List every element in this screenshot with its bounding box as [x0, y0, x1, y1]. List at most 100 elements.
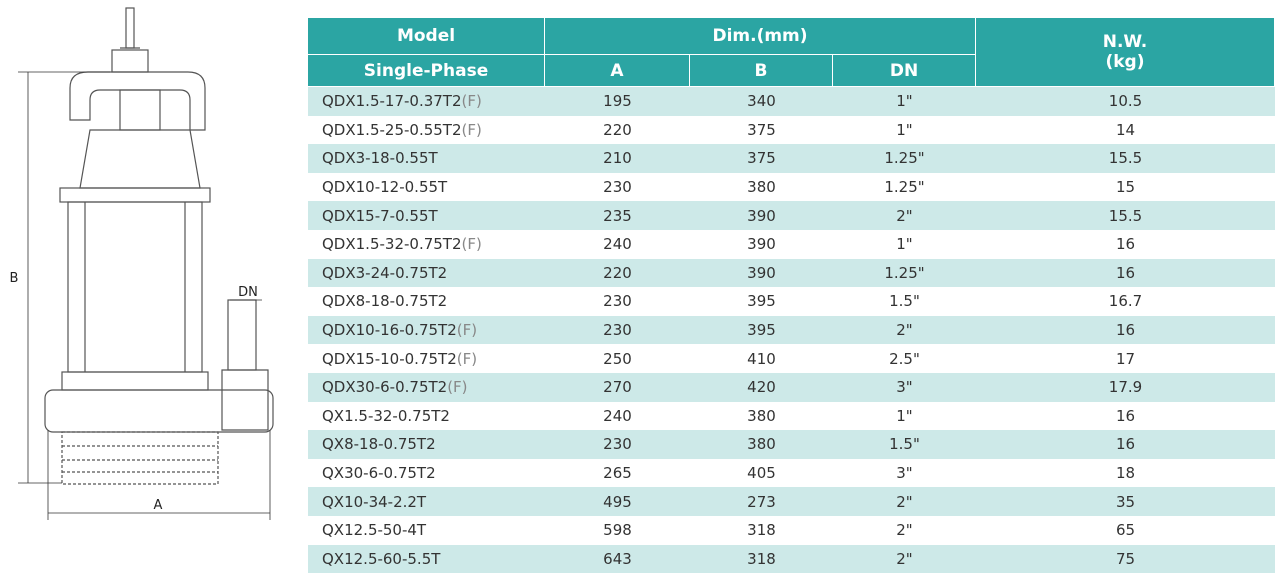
text: 15.5 — [1108, 206, 1143, 225]
b-cell: 390 — [690, 258, 833, 288]
dn-cell: 2.5" — [833, 344, 976, 373]
text: 17 — [1115, 349, 1136, 368]
nw-cell: 15 — [976, 172, 1275, 202]
model-cell: QX8-18-0.75T2 — [308, 430, 545, 459]
text: 16 — [1115, 406, 1136, 425]
text: QDX10-16-0.75T2 — [322, 321, 457, 340]
a-cell: 230 — [545, 172, 690, 202]
text: 1.25" — [884, 178, 925, 197]
text: 65 — [1115, 521, 1136, 540]
dn-cell: 2" — [833, 544, 976, 574]
text: A — [610, 60, 624, 81]
b-cell: 380 — [690, 430, 833, 459]
text: 240 — [603, 235, 632, 254]
text: 1.5" — [889, 435, 920, 454]
header-phase: Single-Phase — [308, 55, 545, 87]
text: 35 — [1115, 492, 1136, 511]
text: 220 — [603, 120, 632, 139]
b-cell: 340 — [690, 87, 833, 116]
text: (F) — [461, 235, 482, 254]
b-cell: 395 — [690, 287, 833, 316]
text: QDX1.5-25-0.55T2 — [322, 120, 462, 139]
a-cell: 598 — [545, 516, 690, 545]
model-cell: QX12.5-50-4T — [308, 516, 545, 545]
dn-cell: 1" — [833, 115, 976, 145]
text: 16 — [1115, 263, 1136, 282]
model-cell: QDX10-16-0.75T2 (F) — [308, 315, 545, 345]
text: 270 — [603, 378, 632, 397]
pump-diagram: B A DN — [10, 7, 274, 520]
text: 265 — [603, 464, 632, 483]
dn-cell: 1" — [833, 401, 976, 431]
a-cell: 250 — [545, 344, 690, 373]
a-cell: 235 — [545, 201, 690, 230]
text: 230 — [603, 292, 632, 311]
header-b: B — [690, 55, 833, 87]
text: 410 — [747, 349, 776, 368]
b-cell: 390 — [690, 230, 833, 259]
model-cell: QDX30-6-0.75T2 (F) — [308, 373, 545, 402]
text: 2" — [896, 206, 913, 225]
text: 2" — [896, 549, 913, 568]
text: 380 — [747, 406, 776, 425]
model-cell: QDX1.5-17-0.37T2 (F) — [308, 87, 545, 116]
text: 643 — [603, 549, 632, 568]
text: QDX30-6-0.75T2 — [322, 378, 448, 397]
text: 2.5" — [889, 349, 920, 368]
text: 14 — [1115, 120, 1136, 139]
nw-cell: 17.9 — [976, 373, 1275, 402]
nw-cell: 16 — [976, 315, 1275, 345]
header-a: A — [545, 55, 690, 87]
text: 18 — [1115, 464, 1136, 483]
text: 1" — [896, 120, 913, 139]
nw-cell: 15.5 — [976, 144, 1275, 173]
text: 395 — [747, 292, 776, 311]
a-cell: 240 — [545, 230, 690, 259]
flange — [59, 187, 211, 203]
label-a: A — [154, 498, 163, 513]
text: 3" — [896, 464, 913, 483]
text: 318 — [747, 521, 776, 540]
model-cell: QDX3-24-0.75T2 — [308, 258, 545, 288]
text: Dim.(mm) — [712, 26, 808, 46]
model-cell: QDX3-18-0.55T — [308, 144, 545, 173]
cable-gland — [111, 49, 149, 73]
text: QX12.5-50-4T — [322, 521, 427, 540]
cable — [125, 7, 135, 49]
text: 250 — [603, 349, 632, 368]
text: Model — [396, 26, 456, 46]
text: QDX1.5-17-0.37T2 — [322, 92, 462, 111]
text: 395 — [747, 321, 776, 340]
text: 2" — [896, 321, 913, 340]
dn-cell: 3" — [833, 458, 976, 488]
a-cell: 643 — [545, 544, 690, 574]
nw-cell: 16.7 — [976, 287, 1275, 316]
a-cell: 230 — [545, 315, 690, 345]
top-cap — [119, 89, 161, 131]
model-cell: QDX8-18-0.75T2 — [308, 287, 545, 316]
text: QDX15-7-0.55T — [322, 206, 438, 225]
text: 340 — [747, 92, 776, 111]
nw-cell: 16 — [976, 230, 1275, 259]
b-cell: 390 — [690, 201, 833, 230]
header-nw: N.W. (kg) — [976, 18, 1275, 87]
text: QDX1.5-32-0.75T2 — [322, 235, 462, 254]
text: 1" — [896, 235, 913, 254]
text: N.W. — [1102, 32, 1148, 52]
text: QX10-34-2.2T — [322, 492, 427, 511]
header-model: Model — [308, 18, 545, 55]
model-cell: QDX1.5-25-0.55T2 (F) — [308, 115, 545, 145]
text: 1.25" — [884, 149, 925, 168]
text: 390 — [747, 206, 776, 225]
text: 240 — [603, 406, 632, 425]
text: (F) — [447, 378, 468, 397]
text: 195 — [603, 92, 632, 111]
text: 3" — [896, 378, 913, 397]
text: (F) — [461, 120, 482, 139]
nw-cell: 65 — [976, 516, 1275, 545]
b-cell: 318 — [690, 516, 833, 545]
text: 273 — [747, 492, 776, 511]
a-cell: 230 — [545, 430, 690, 459]
text: 1" — [896, 406, 913, 425]
